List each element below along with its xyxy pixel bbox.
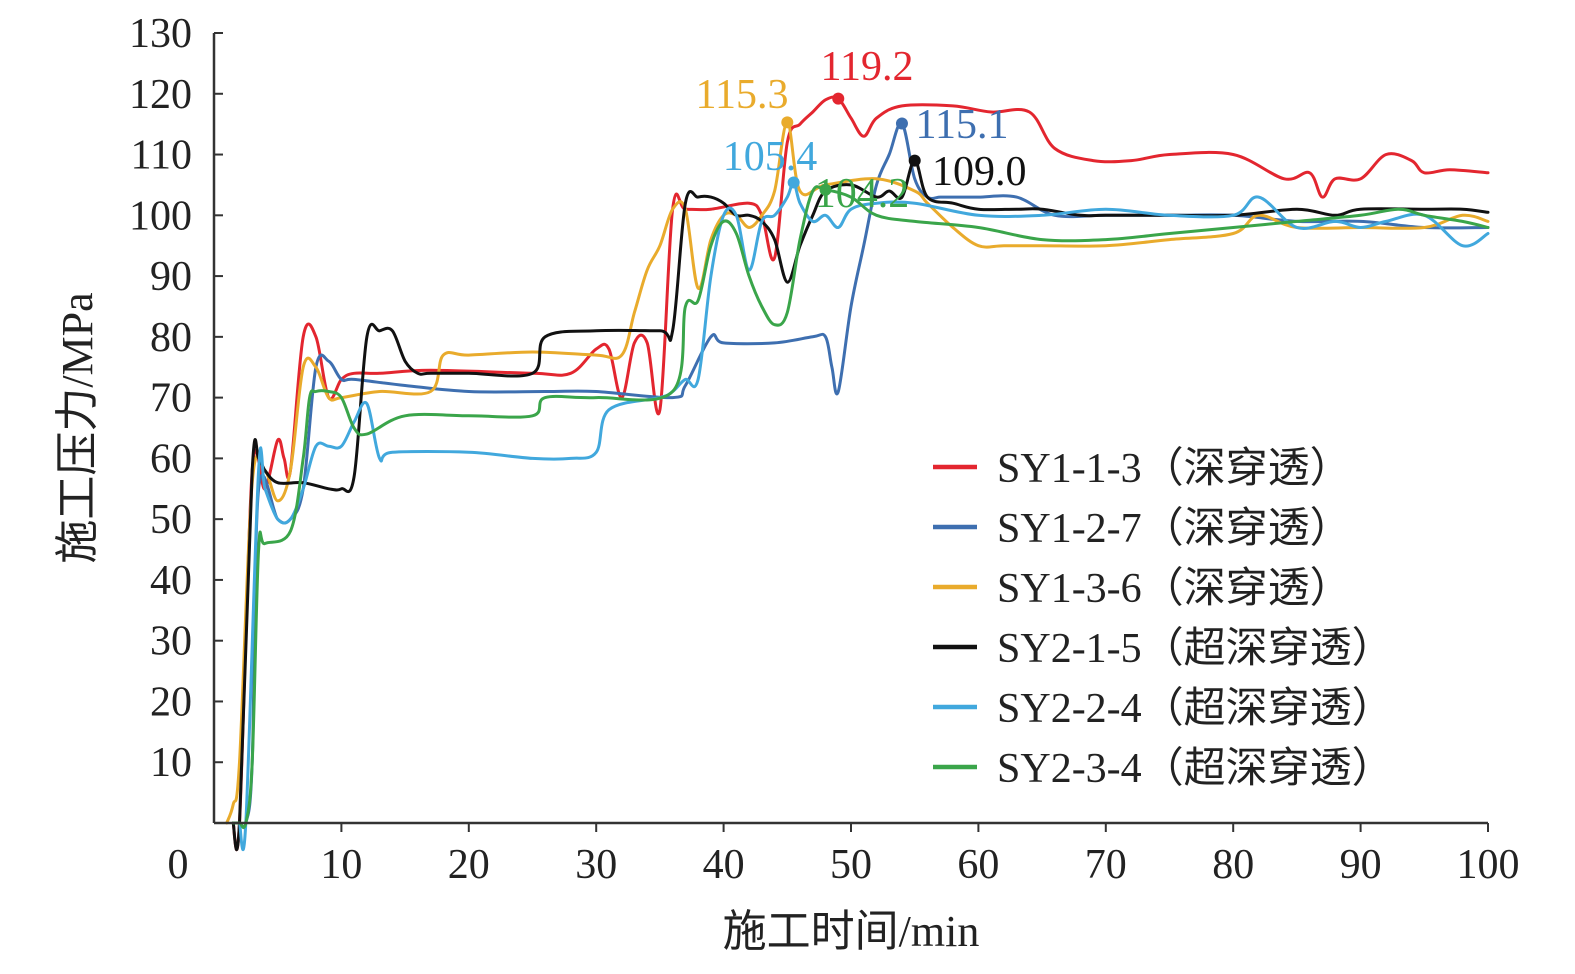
peak-marker [781,116,794,129]
peak-marker [895,117,908,130]
peak-label: 115.3 [696,72,789,118]
series-line-5 [238,181,1490,852]
x-tick-label: 30 [575,842,617,888]
x-tick-label: 50 [830,842,872,888]
y-tick-label: 50 [150,497,192,543]
legend: SY1-1-3（深穿透） SY1-2-7（深穿透） SY1-3-6（深穿透） SY2-… [933,445,1394,792]
x-tick-label: 10 [320,842,362,888]
legend-label: SY1-1-3（深穿透） [997,445,1352,492]
y-tick-label: 110 [131,133,192,179]
ticks-layer: 0 10 20 30 40 50 60 70 80 90 100 10 20 30 40 50 60 70 80 90… [129,11,1520,888]
x-tick-label: 60 [957,842,999,888]
legend-label: SY2-1-5（超深穿透） [997,625,1394,672]
peak-label: 115.1 [916,102,1009,148]
series-line-1 [231,95,1490,852]
peak-marker [819,183,832,196]
legend-label: SY2-3-4（超深穿透） [997,745,1394,792]
y-tick-label: 30 [150,619,192,665]
y-tick-label: 10 [150,740,192,786]
x-tick-label: 0 [168,842,189,888]
peak-marker [908,154,921,167]
x-tick-label: 90 [1340,842,1382,888]
y-tick-label: 40 [150,558,192,604]
y-tick-label: 20 [150,679,192,725]
legend-label: SY2-2-4（超深穿透） [997,685,1394,732]
series-line-4 [231,159,1490,852]
peak-label: 109.0 [932,149,1027,195]
peak-label: 105.4 [723,134,818,180]
y-tick-label: 60 [150,436,192,482]
x-tick-label: 100 [1457,842,1520,888]
peak-label: 119.2 [821,44,914,90]
y-tick-label: 70 [150,376,192,422]
y-tick-label: 130 [129,11,192,57]
peak-marker [832,92,845,105]
legend-label: SY1-3-6（深穿透） [997,565,1352,612]
x-axis-title: 施工时间/min [723,907,980,956]
y-tick-label: 90 [150,254,192,300]
peak-marker [787,176,800,189]
series-line-6 [231,185,1490,830]
series-layer [225,95,1490,852]
y-tick-label: 80 [150,315,192,361]
legend-label: SY1-2-7（深穿透） [997,505,1352,552]
x-tick-label: 80 [1212,842,1254,888]
x-tick-label: 70 [1085,842,1127,888]
y-axis-title: 施工压力/MPa [53,292,102,563]
y-tick-label: 100 [129,193,192,239]
x-tick-label: 20 [448,842,490,888]
x-tick-label: 40 [703,842,745,888]
y-tick-label: 120 [129,72,192,118]
peak-label: 104.2 [815,171,910,217]
